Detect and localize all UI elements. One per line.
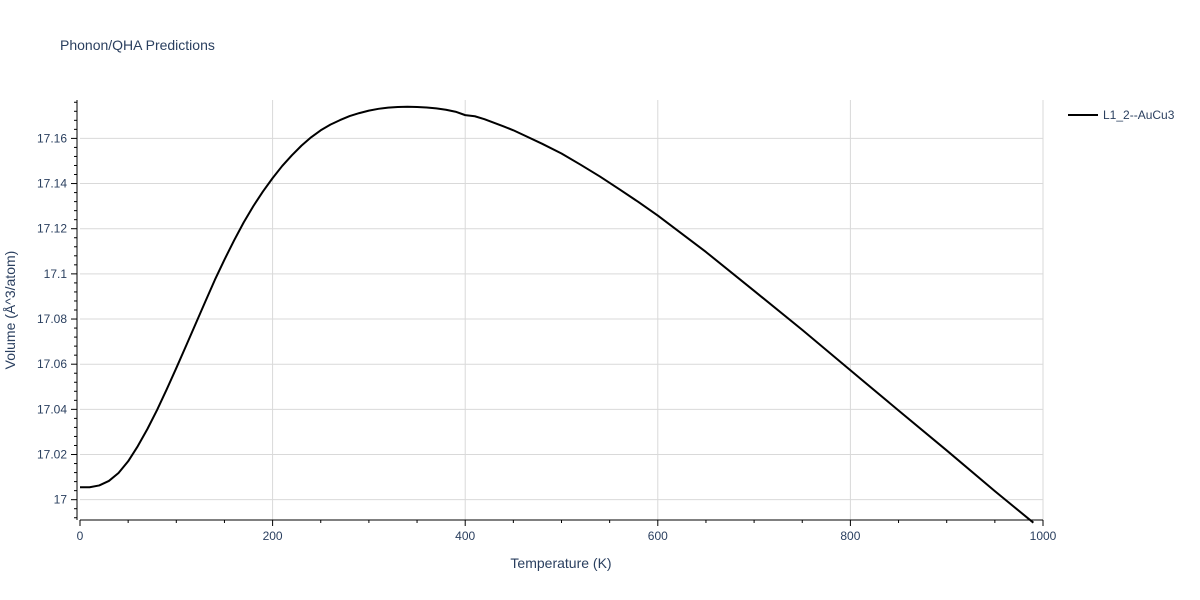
legend[interactable]: L1_2--AuCu3 <box>1068 108 1175 122</box>
y-tick-label: 17.04 <box>37 402 67 416</box>
y-tick-label: 17.06 <box>37 357 67 371</box>
x-tick-label: 800 <box>840 529 860 543</box>
x-tick-label: 600 <box>648 529 668 543</box>
x-tick-label: 400 <box>455 529 475 543</box>
y-tick-label: 17.1 <box>44 267 68 281</box>
y-axis-title: Volume (Å^3/atom) <box>2 251 18 370</box>
plot-layer <box>80 105 1035 524</box>
chart-title: Phonon/QHA Predictions <box>60 37 215 53</box>
x-tick-label: 200 <box>263 529 283 543</box>
x-axis-title: Temperature (K) <box>510 555 611 571</box>
grid-layer <box>80 100 1044 520</box>
y-tick-label: 17.12 <box>37 222 67 236</box>
y-tick-label: 17 <box>54 493 68 507</box>
legend-label: L1_2--AuCu3 <box>1103 108 1175 122</box>
axes-layer: 0 200 400 600 800 1000 17 17.02 17.04 17.06 17.08 1… <box>37 100 1057 543</box>
series-line <box>80 105 1035 524</box>
y-tick-label: 17.16 <box>37 131 67 145</box>
x-tick-label: 1000 <box>1030 529 1057 543</box>
y-tick-label: 17.14 <box>37 177 67 191</box>
x-tick-label: 0 <box>77 529 84 543</box>
y-tick-label: 17.08 <box>37 312 67 326</box>
y-tick-label: 17.02 <box>37 448 67 462</box>
